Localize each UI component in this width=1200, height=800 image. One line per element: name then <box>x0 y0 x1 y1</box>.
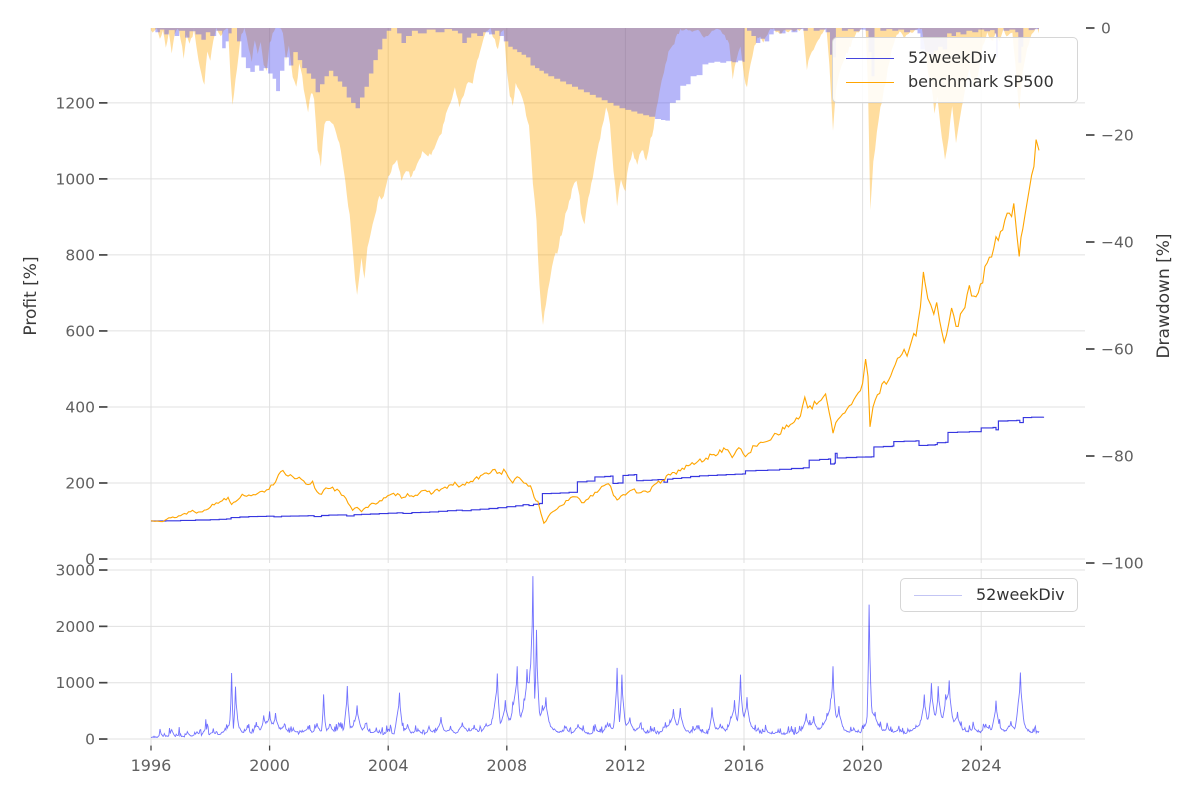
xtick-label-year: 2020 <box>842 756 883 775</box>
ytick-label-drawdown: −20 <box>1101 127 1134 145</box>
ytick-label-drawdown: −40 <box>1101 234 1134 252</box>
xtick-label-year: 2016 <box>724 756 765 775</box>
ytick-label-profit: 0 <box>85 551 95 569</box>
ytick-label-drawdown: −100 <box>1101 555 1144 573</box>
profit-line-benchmark <box>150 139 1040 525</box>
drawdown-area-52weekdiv <box>151 28 1039 121</box>
legend-label: benchmark SP500 <box>908 72 1054 91</box>
xtick-label-year: 2008 <box>486 756 527 775</box>
ytick-label-drawdown: −80 <box>1101 448 1134 466</box>
tick-labels: 0 200 400 600 800 1000 1200 0 −20 −40 −60 −80 −100 0 1… <box>56 20 1144 776</box>
ytick-label-drawdown: −60 <box>1101 341 1134 359</box>
legend-top: 52weekDiv benchmark SP500 <box>832 37 1078 103</box>
dividend-series-line <box>150 576 1040 738</box>
xtick-label-year: 2000 <box>249 756 290 775</box>
ytick-label-profit: 600 <box>65 322 95 340</box>
legend-line-sample <box>846 81 894 83</box>
legend-bottom-item: 52weekDiv <box>914 585 1065 604</box>
y-axis-label-drawdown: Drawdown [%] <box>1154 233 1174 359</box>
legend-bottom: 52weekDiv <box>900 578 1078 612</box>
legend-top-item: benchmark SP500 <box>846 74 1064 90</box>
legend-line-sample <box>914 594 962 596</box>
xtick-label-year: 2012 <box>605 756 646 775</box>
ytick-label-dividend: 0 <box>85 731 95 749</box>
legend-label: 52weekDiv <box>976 585 1065 604</box>
profit-line-52weekdiv <box>151 416 1045 522</box>
ytick-label-profit: 200 <box>65 474 95 492</box>
legend-label: 52weekDiv <box>908 48 997 67</box>
y-axis-label-profit: Profit [%] <box>21 256 41 336</box>
xtick-label-year: 2004 <box>368 756 409 775</box>
drawdown-area-benchmark <box>151 28 1039 325</box>
ytick-label-profit: 1200 <box>56 94 95 112</box>
ytick-label-profit: 1000 <box>56 170 95 188</box>
ytick-label-profit: 400 <box>65 398 95 416</box>
xtick-label-year: 1996 <box>131 756 172 775</box>
ytick-label-profit: 800 <box>65 246 95 264</box>
ytick-label-dividend: 3000 <box>56 562 95 580</box>
ytick-label-drawdown: 0 <box>1101 20 1111 38</box>
ytick-label-dividend: 2000 <box>56 618 95 636</box>
legend-line-sample <box>846 57 894 59</box>
tick-marks <box>99 27 1095 751</box>
xtick-label-year: 2024 <box>961 756 1002 775</box>
ytick-label-dividend: 1000 <box>56 674 95 692</box>
legend-top-item: 52weekDiv <box>846 50 1064 66</box>
